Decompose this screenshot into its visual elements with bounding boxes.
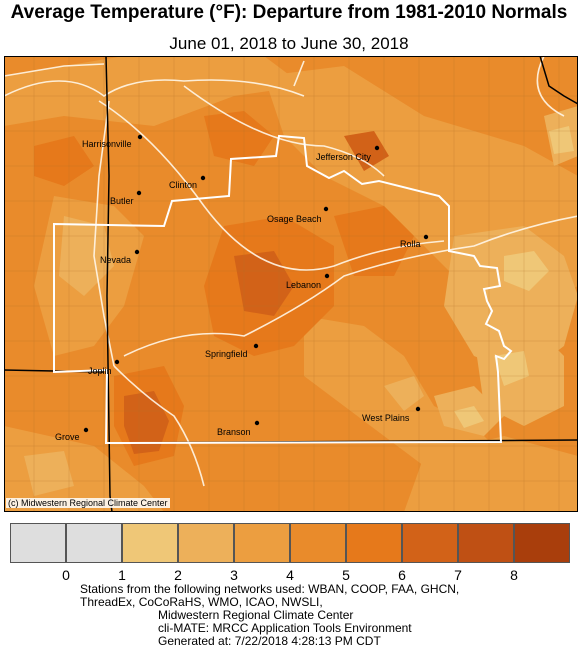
region-1-2: [494, 351, 529, 386]
svg-text:Lebanon: Lebanon: [286, 280, 321, 290]
svg-text:Jefferson City: Jefferson City: [316, 152, 371, 162]
region-1-2: [454, 406, 484, 428]
city-osage-beach: Osage Beach: [267, 206, 329, 224]
legend-bin: [10, 523, 66, 563]
region-2-3: [24, 451, 74, 496]
legend-bin: [178, 523, 234, 563]
city-butler: Butler: [110, 190, 142, 206]
region-6-7: [344, 131, 389, 171]
date-range: June 01, 2018 to June 30, 2018: [169, 34, 409, 53]
region-5-6: [34, 136, 94, 186]
city-rolla: Rolla: [400, 234, 429, 249]
region-3-4: [4, 56, 304, 126]
svg-text:Grove: Grove: [55, 432, 80, 442]
legend-tick-label: 3: [230, 567, 238, 583]
region-2-3: [59, 216, 114, 296]
legend-bin: [514, 523, 570, 563]
svg-text:Osage Beach: Osage Beach: [267, 214, 322, 224]
city-joplin: Joplin: [88, 359, 120, 376]
city-lebanon: Lebanon: [286, 273, 330, 290]
city-clinton: Clinton: [169, 175, 206, 190]
city-branson: Branson: [217, 420, 260, 437]
legend-tick-label: 7: [454, 567, 462, 583]
legend-tick-label: 2: [174, 567, 182, 583]
region-6-7: [124, 391, 169, 454]
svg-text:Springfield: Springfield: [205, 349, 248, 359]
city-springfield: Springfield: [205, 343, 259, 359]
svg-text:Joplin: Joplin: [88, 366, 112, 376]
networks-line-1: Stations from the following networks use…: [80, 582, 460, 596]
city-harrisonville: Harrisonville: [82, 134, 143, 149]
shaded-regions: [4, 56, 578, 512]
copyright-notice: (c) Midwestern Regional Climate Center: [6, 498, 170, 508]
svg-text:Nevada: Nevada: [100, 255, 131, 265]
legend-tick-label: 5: [342, 567, 350, 583]
legend-bin: [290, 523, 346, 563]
temperature-departure-map: Harrisonville Jefferson City Clinton But…: [4, 56, 578, 512]
map-title: Average Temperature (°F): Departure from…: [10, 2, 568, 23]
svg-text:Rolla: Rolla: [400, 239, 421, 249]
forecast-area-boundary: [53, 134, 513, 445]
county-lines: [4, 56, 578, 512]
legend-tick-label: 8: [510, 567, 518, 583]
networks-line-2: ThreadEx, CoCoRaHS, WMO, ICAO, NWSLI,: [80, 595, 323, 609]
city-grove: Grove: [55, 427, 89, 442]
legend-bin: [346, 523, 402, 563]
city-nevada: Nevada: [100, 249, 140, 265]
svg-text:Branson: Branson: [217, 427, 251, 437]
generated-line: Generated at: 7/22/2018 4:28:13 PM CDT: [158, 634, 381, 648]
svg-text:Clinton: Clinton: [169, 180, 197, 190]
legend-tick-label: 4: [286, 567, 294, 583]
svg-text:Harrisonville: Harrisonville: [82, 139, 132, 149]
producer-line: Midwestern Regional Climate Center: [158, 608, 354, 622]
city-west-plains: West Plains: [362, 406, 421, 423]
legend-tick-label: 1: [118, 567, 126, 583]
tool-line: cli-MATE: MRCC Application Tools Environ…: [158, 621, 412, 635]
svg-text:Butler: Butler: [110, 196, 134, 206]
legend-tick-label: 6: [398, 567, 406, 583]
legend-bin: [402, 523, 458, 563]
region-1-2: [504, 251, 549, 291]
svg-text:West Plains: West Plains: [362, 413, 410, 423]
region-1-2: [549, 126, 574, 154]
city-jefferson-city: Jefferson City: [316, 145, 380, 162]
legend-tick-label: 0: [62, 567, 70, 583]
legend-bin: [122, 523, 178, 563]
legend-bin: [66, 523, 122, 563]
legend-bin: [458, 523, 514, 563]
region-2-3: [384, 376, 424, 411]
legend-bin: [234, 523, 290, 563]
region-5-6: [204, 111, 274, 166]
region-3-4: [404, 436, 578, 512]
region-6-7: [234, 251, 294, 316]
source-notes: Stations from the following networks use…: [80, 583, 459, 648]
cities: Harrisonville Jefferson City Clinton But…: [55, 134, 429, 442]
